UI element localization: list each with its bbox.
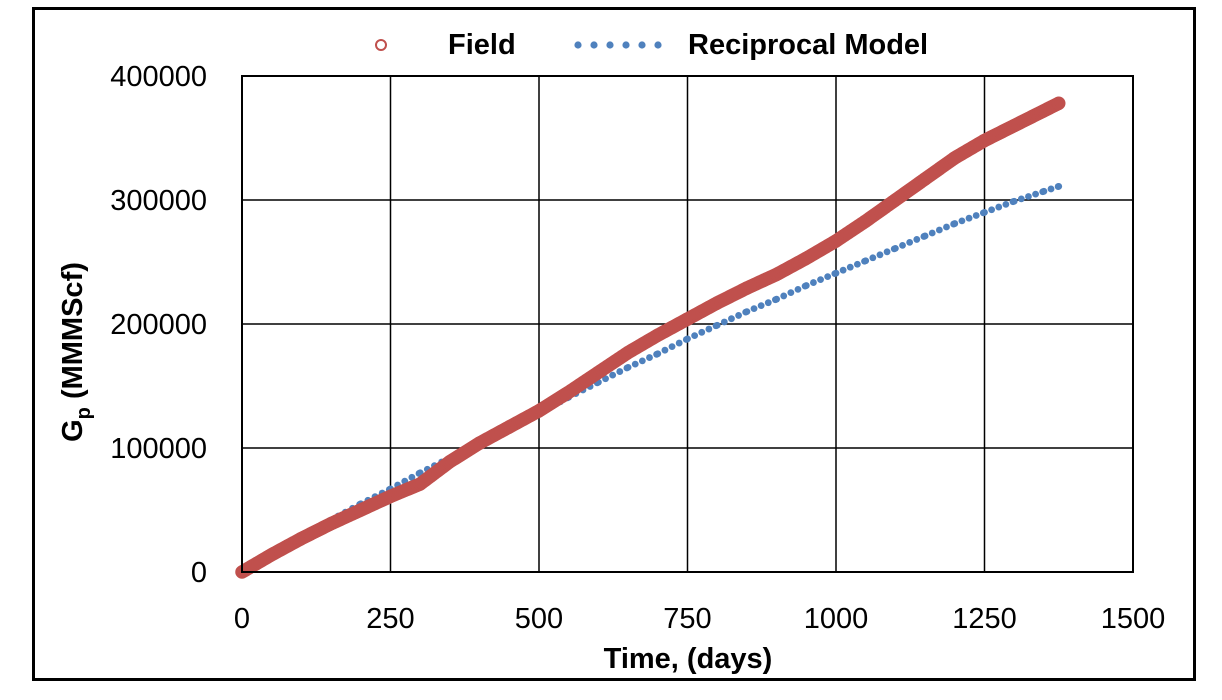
y-tick-label: 0: [191, 557, 207, 589]
y-axis-title-unit: (MMMScf): [57, 262, 89, 407]
reciprocal-model-point: [921, 232, 929, 240]
y-axis-title-subscript: p: [73, 407, 95, 419]
x-tick-label: 0: [234, 603, 250, 635]
reciprocal-model-point: [839, 266, 847, 274]
reciprocal-model-point: [631, 360, 639, 368]
reciprocal-model-point: [935, 226, 943, 234]
reciprocal-model-point: [817, 276, 824, 284]
reciprocal-model-point: [787, 289, 795, 297]
series-field: [235, 96, 1066, 579]
reciprocal-model-point: [995, 203, 1003, 211]
x-tick-labels: 0 250 500 750 1000 1250 1500: [234, 603, 1165, 635]
reciprocal-model-point: [1040, 187, 1048, 195]
legend-model-dot: [654, 41, 662, 49]
reciprocal-model-point: [899, 241, 906, 249]
legend-model-dot: [574, 41, 582, 49]
reciprocal-model-point: [713, 321, 721, 329]
reciprocal-model-point: [1055, 182, 1063, 190]
series-layer: [235, 96, 1066, 579]
reciprocal-model-point: [698, 328, 706, 336]
reciprocal-model-point: [1025, 193, 1032, 200]
reciprocal-model-point: [1017, 195, 1025, 203]
reciprocal-model-point: [883, 248, 891, 256]
reciprocal-model-point: [951, 220, 959, 227]
y-tick-label: 200000: [110, 309, 207, 341]
x-tick-label: 1250: [952, 603, 1017, 635]
reciprocal-model-point: [624, 364, 632, 371]
reciprocal-model-point: [810, 279, 817, 286]
reciprocal-model-point: [988, 206, 996, 214]
y-axis-title: Gp (MMMScf): [57, 262, 95, 442]
reciprocal-model-point: [750, 305, 758, 313]
reciprocal-model-point: [965, 214, 973, 222]
legend-model-dot: [606, 41, 614, 49]
reciprocal-model-point: [1002, 200, 1010, 208]
legend-model-dot: [590, 41, 598, 49]
x-tick-label: 250: [366, 603, 414, 635]
chart-frame: [32, 7, 1196, 681]
reciprocal-model-point: [802, 282, 810, 289]
reciprocal-model-point: [958, 217, 966, 225]
reciprocal-model-point: [869, 254, 877, 262]
legend-reciprocal-model-label: Reciprocal Model: [688, 29, 928, 61]
reciprocal-model-point: [853, 260, 861, 268]
reciprocal-model-point: [675, 339, 683, 347]
x-tick-label: 750: [663, 603, 711, 635]
reciprocal-model-point: [691, 332, 699, 340]
y-tick-label: 400000: [110, 61, 207, 93]
reciprocal-model-point: [743, 308, 751, 315]
reciprocal-model-point: [646, 354, 653, 361]
reciprocal-model-point: [832, 269, 840, 277]
reciprocal-model-point: [757, 302, 765, 310]
y-tick-label: 300000: [110, 185, 207, 217]
reciprocal-model-point: [780, 292, 788, 300]
x-tick-label: 1500: [1101, 603, 1166, 635]
reciprocal-model-point: [728, 315, 735, 323]
reciprocal-model-point: [1010, 197, 1018, 205]
x-tick-label: 500: [515, 603, 563, 635]
reciprocal-model-point: [1047, 185, 1055, 193]
reciprocal-model-point: [1032, 190, 1039, 198]
field-point: [1052, 96, 1066, 111]
reciprocal-model-point: [764, 299, 772, 307]
reciprocal-model-point: [654, 350, 662, 358]
reciprocal-model-point: [794, 285, 802, 293]
reciprocal-model-point: [638, 357, 646, 365]
x-tick-label: 1000: [804, 603, 869, 635]
legend-field-marker: [375, 39, 387, 51]
x-axis-title: Time, (days): [604, 643, 773, 675]
legend-model-dot: [622, 41, 630, 49]
legend-model-dot: [638, 41, 646, 49]
reciprocal-model-point: [981, 209, 988, 216]
reciprocal-model-point: [773, 295, 780, 303]
reciprocal-model-point: [720, 318, 728, 326]
y-tick-labels: 0 100000 200000 300000 400000: [110, 61, 207, 589]
reciprocal-model-point: [913, 236, 921, 243]
reciprocal-model-point: [906, 239, 914, 246]
reciprocal-model-point: [735, 312, 742, 319]
reciprocal-model-point: [846, 263, 854, 271]
reciprocal-model-point: [928, 229, 936, 237]
reciprocal-model-point: [824, 273, 832, 281]
legend-field-label: Field: [448, 29, 516, 61]
reciprocal-model-point: [609, 371, 617, 379]
reciprocal-model-point: [408, 473, 416, 481]
legend: Field Reciprocal Model: [375, 29, 928, 61]
reciprocal-model-point: [684, 335, 691, 343]
reciprocal-model-point: [705, 325, 713, 333]
y-tick-label: 100000: [110, 433, 207, 465]
reciprocal-model-point: [668, 343, 676, 351]
reciprocal-model-point: [602, 375, 609, 383]
reciprocal-model-point: [862, 257, 870, 265]
reciprocal-model-point: [876, 251, 884, 259]
legend-reciprocal-model-marker: [574, 41, 662, 49]
reciprocal-model-point: [616, 368, 624, 375]
plot-area-border: [241, 75, 1134, 573]
reciprocal-model-point: [972, 212, 980, 219]
reciprocal-model-point: [892, 244, 899, 252]
reciprocal-model-point: [943, 223, 950, 231]
reciprocal-model-point: [661, 346, 669, 354]
y-axis-title-main: G: [57, 419, 89, 442]
